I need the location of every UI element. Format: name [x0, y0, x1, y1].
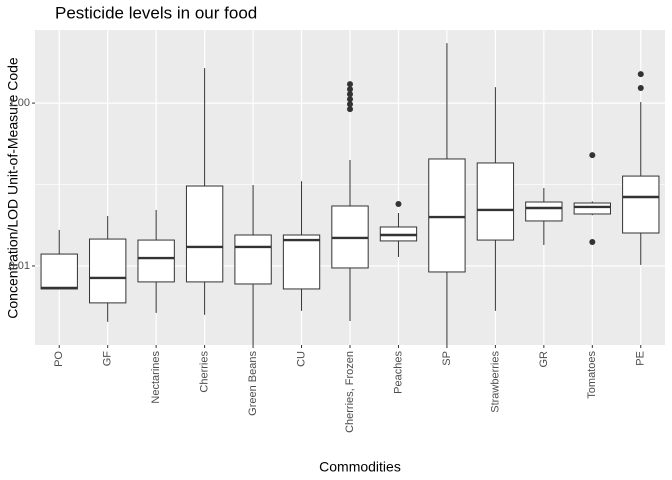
y-tick-label: 0.01	[9, 260, 30, 272]
outlier	[637, 85, 644, 92]
outlier	[347, 86, 353, 93]
outlier	[637, 71, 644, 78]
x-axis-title: Commodities	[319, 459, 401, 475]
x-tick-label: PO	[53, 351, 65, 367]
outlier	[347, 106, 353, 113]
x-tick-label: SP	[441, 351, 453, 366]
box	[282, 234, 321, 290]
box	[137, 239, 175, 283]
x-tick-label: CU	[295, 351, 307, 367]
outlier	[589, 152, 596, 159]
outlier	[589, 238, 596, 245]
box	[622, 175, 660, 234]
y-tick-label: 1.00	[9, 97, 30, 109]
x-tick-label: Tomatoes	[586, 351, 598, 399]
box	[476, 162, 515, 241]
outlier	[347, 81, 353, 88]
x-tick-label: Cherries, Frozen	[344, 351, 356, 433]
x-tick-label: Peaches	[392, 351, 404, 394]
chart-title: Pesticide levels in our food	[55, 3, 257, 22]
outlier	[347, 96, 353, 103]
x-tick-label: Nectarines	[150, 351, 162, 404]
x-tick-label: PE	[635, 351, 647, 366]
box	[234, 234, 272, 285]
box	[525, 201, 563, 222]
y-axis-title: Concentration/LOD Unit-of-Measure Code	[5, 57, 21, 319]
x-tick-label: Strawberries	[489, 351, 501, 413]
box	[185, 185, 224, 283]
outlier	[347, 101, 353, 108]
outlier	[347, 91, 353, 98]
x-tick-label: GR	[538, 351, 550, 368]
box	[573, 202, 611, 215]
box	[89, 238, 127, 304]
outlier	[395, 200, 402, 207]
x-tick-label: Green Beans	[247, 351, 259, 416]
x-tick-label: GF	[102, 351, 114, 367]
box	[40, 253, 78, 290]
x-tick-label: Cherries	[199, 351, 211, 393]
box	[428, 158, 466, 273]
marks	[40, 43, 660, 345]
